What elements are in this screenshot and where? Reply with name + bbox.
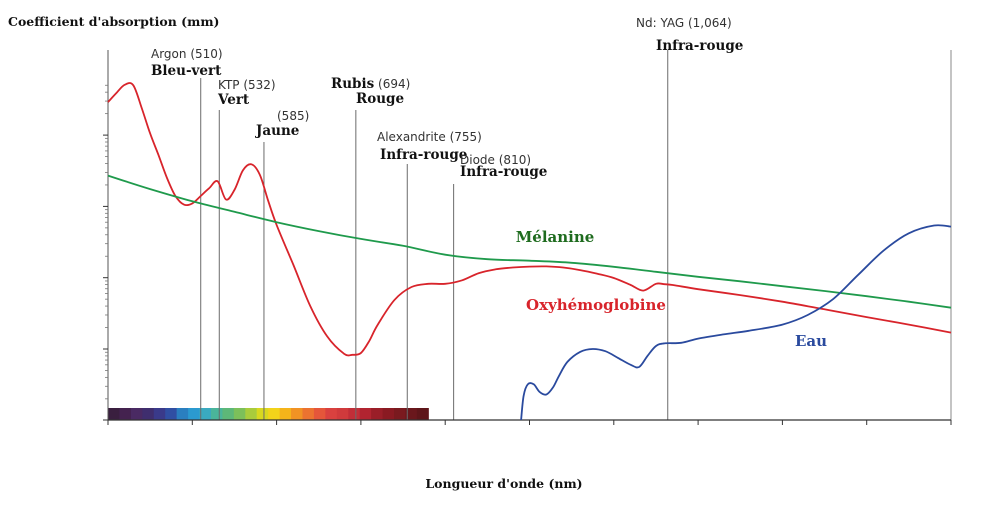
spectrum-segment <box>108 408 120 420</box>
laser-name-810: Diode (810) <box>460 153 531 167</box>
laser-color-label-585: Jaune <box>255 123 299 139</box>
spectrum-segment <box>359 408 372 420</box>
laser-name-text: Alexandrite <box>377 130 446 144</box>
laser-name-755: Alexandrite (755) <box>377 130 482 144</box>
spectrum-segment <box>245 408 258 420</box>
laser-value-text: (755) <box>450 130 482 144</box>
spectrum-segment <box>188 408 201 420</box>
laser-name-text: KTP <box>218 78 240 92</box>
laser-value-text: (585) <box>277 109 309 123</box>
laser-value-text: (510) <box>190 47 222 61</box>
laser-name-1064: Nd: YAG (1,064) <box>636 16 732 30</box>
laser-name-532: KTP (532) <box>218 78 276 92</box>
spectrum-segment <box>302 408 315 420</box>
laser-color-label-1064: Infra-rouge <box>656 38 743 54</box>
laser-color-label-755: Infra-rouge <box>380 147 467 163</box>
laser-name-text: Diode <box>460 153 495 167</box>
spectrum-segment <box>382 408 395 420</box>
laser-name-585: (585) <box>277 109 309 123</box>
spectrum-segment <box>222 408 235 420</box>
spectrum-segment <box>256 408 269 420</box>
spectrum-segment <box>416 408 429 420</box>
series-lines <box>107 82 952 421</box>
axes <box>103 50 952 425</box>
laser-color-label-532: Vert <box>217 92 250 108</box>
spectrum-segment <box>199 408 212 420</box>
laser-color-label-810: Infra-rouge <box>460 164 547 180</box>
spectrum-segment <box>394 408 406 420</box>
visible-spectrum-bar <box>108 408 429 420</box>
series-label-eau: Eau <box>795 332 827 350</box>
spectrum-segment <box>119 408 132 420</box>
spectrum-segment <box>210 408 223 420</box>
spectrum-segment <box>371 408 384 420</box>
spectrum-segment <box>233 408 246 420</box>
spectrum-segment <box>130 408 143 420</box>
laser-name-text: Rubis <box>331 76 375 92</box>
spectrum-segment <box>405 408 418 420</box>
spectrum-segment <box>279 408 292 420</box>
x-axis-label: Longueur d'onde (nm) <box>425 476 582 491</box>
spectrum-segment <box>291 408 303 420</box>
series-label-melanine: Mélanine <box>516 228 595 246</box>
y-axis-label: Coefficient d'absorption (mm) <box>8 14 219 29</box>
series-label-oxyhemoglobine: Oxyhémoglobine <box>526 296 666 314</box>
laser-value-text: (1,064) <box>688 16 732 30</box>
series-line-0 <box>107 82 952 357</box>
laser-name-text: Nd: YAG <box>636 16 684 30</box>
spectrum-segment <box>153 408 166 420</box>
laser-value-text: (810) <box>499 153 531 167</box>
series-line-2 <box>520 224 952 421</box>
series-line-1 <box>107 174 952 309</box>
laser-name-694: Rubis (694) <box>331 76 410 92</box>
spectrum-segment <box>165 408 178 420</box>
laser-value-text: (694) <box>378 77 410 91</box>
laser-color-label-510: Bleu-vert <box>151 63 222 79</box>
spectrum-segment <box>325 408 338 420</box>
spectrum-segment <box>268 408 281 420</box>
laser-name-text: Argon <box>151 47 187 61</box>
laser-color-label-694: Rouge <box>356 91 404 107</box>
spectrum-segment <box>313 408 326 420</box>
spectrum-segment <box>336 408 349 420</box>
laser-value-text: (532) <box>243 78 275 92</box>
laser-name-510: Argon (510) <box>151 47 223 61</box>
spectrum-segment <box>176 408 189 420</box>
spectrum-segment <box>348 408 361 420</box>
spectrum-segment <box>142 408 155 420</box>
